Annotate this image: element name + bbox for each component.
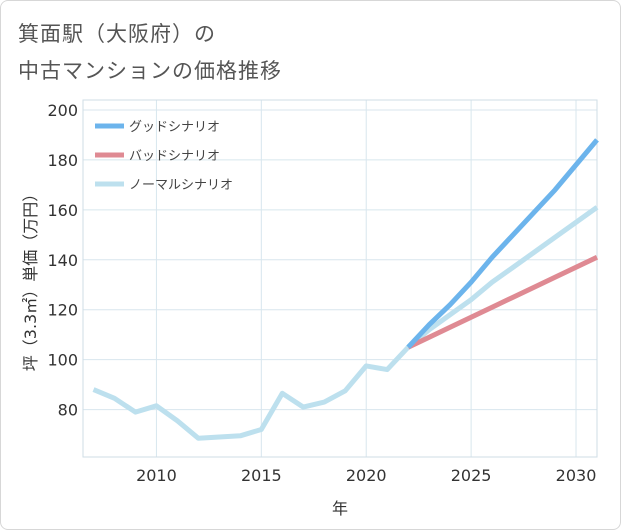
y-tick-label: 200 (47, 101, 78, 120)
series-line-2 (92, 205, 599, 441)
chart-title-line-2: 中古マンションの価格推移 (18, 59, 282, 83)
legend-label-0: グッドシナリオ (129, 120, 220, 135)
y-tick-label: 160 (47, 201, 78, 220)
y-tick-label: 80 (58, 401, 78, 420)
x-axis-label: 年 (332, 499, 348, 518)
axis-ticks: 80 100 120 140 160 180 200 2010 2015 2020 2025 2030 (47, 101, 596, 485)
series-layer (92, 138, 599, 441)
legend-label-2: ノーマルシナリオ (129, 178, 233, 193)
legend-label-1: バッドシナリオ (129, 149, 220, 164)
chart-title-line-1: 箕面駅（大阪府）の (18, 22, 216, 46)
x-tick-label: 2025 (451, 466, 492, 485)
y-axis-label: 坪（3.3㎡）単価（万円） (21, 186, 40, 371)
y-tick-label: 180 (47, 151, 78, 170)
x-tick-label: 2030 (556, 466, 597, 485)
y-tick-label: 120 (47, 301, 78, 320)
series-line-0 (406, 138, 599, 349)
grid (82, 99, 598, 458)
x-tick-label: 2020 (346, 466, 387, 485)
x-tick-label: 2010 (136, 466, 177, 485)
y-tick-label: 140 (47, 251, 78, 270)
series-line-1 (407, 255, 599, 350)
x-tick-label: 2015 (241, 466, 282, 485)
plot-area (82, 99, 598, 458)
y-tick-label: 100 (47, 351, 78, 370)
